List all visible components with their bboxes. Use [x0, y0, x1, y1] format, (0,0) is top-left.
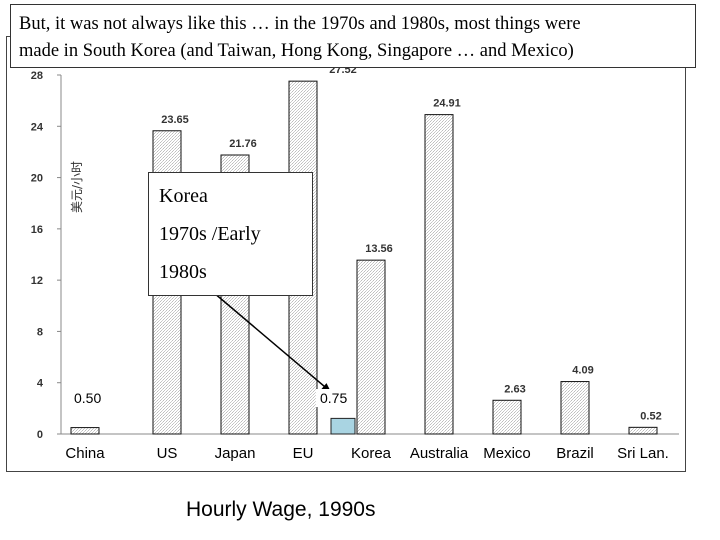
y-tick-label: 24: [31, 121, 44, 133]
category-label: Mexico: [483, 445, 531, 462]
data-label: 24.91: [433, 98, 461, 110]
header-line-1: But, it was not always like this … in th…: [19, 14, 581, 34]
y-tick-label: 0: [37, 429, 43, 441]
bar-china: [70, 427, 100, 435]
category-label: Korea: [351, 445, 392, 462]
bar-korea: [356, 259, 386, 435]
callout-line-1: Korea: [159, 185, 208, 207]
header-line-2: made in South Korea (and Taiwan, Hong Ko…: [19, 41, 574, 61]
category-label: Brazil: [556, 445, 594, 462]
data-label: 21.76: [229, 138, 257, 150]
bar-korea-1970s: [330, 417, 356, 435]
category-label: EU: [293, 445, 314, 462]
data-label: 4.09: [572, 365, 593, 377]
bar-sri-lan-: [628, 426, 658, 435]
bar-brazil: [560, 381, 590, 435]
korea-wage-label: 0.75: [316, 389, 352, 407]
callout-line-2: 1970s /Early: [159, 223, 261, 245]
y-tick-label: 20: [31, 173, 43, 185]
y-tick-label: 12: [31, 275, 43, 287]
y-tick-label: 28: [31, 70, 43, 82]
callout-arrow: [206, 286, 332, 393]
china-wage-label: 0.50: [70, 389, 106, 407]
category-label: US: [157, 445, 178, 462]
category-label: Australia: [410, 445, 469, 462]
header-text-box: But, it was not always like this … in th…: [10, 4, 696, 68]
data-label: 2.63: [504, 383, 525, 395]
category-label: Sri Lan.: [617, 445, 669, 462]
y-tick-label: 4: [37, 378, 44, 390]
data-label: 23.65: [161, 114, 189, 126]
callout-line-3: 1980s: [159, 261, 207, 283]
bar-australia: [424, 114, 454, 435]
data-label: 0.52: [640, 410, 661, 422]
data-label: 13.56: [365, 243, 393, 255]
bar-mexico: [492, 399, 522, 435]
footer-title: Hourly Wage, 1990s: [186, 498, 376, 521]
y-tick-label: 16: [31, 224, 43, 236]
y-tick-label: 8: [37, 326, 43, 338]
category-label: Japan: [215, 445, 256, 462]
korea-callout-box: Korea 1970s /Early 1980s: [148, 172, 313, 296]
hourly-wage-chart: 0481216202428美元/小时23.6521.7627.5213.5624…: [31, 64, 679, 462]
y-axis-label: 美元/小时: [70, 161, 84, 213]
category-label: China: [65, 445, 105, 462]
